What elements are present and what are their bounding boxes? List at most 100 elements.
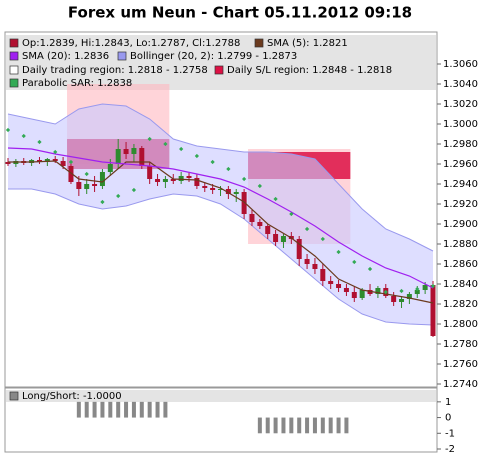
y-tick-label: 0 bbox=[445, 413, 451, 424]
bar bbox=[344, 417, 349, 434]
candle-body bbox=[375, 288, 381, 294]
bar bbox=[163, 401, 168, 418]
sar-dot bbox=[226, 166, 231, 172]
candle-body bbox=[186, 176, 192, 178]
bar bbox=[328, 417, 333, 434]
candle-body bbox=[92, 184, 98, 186]
candle-body bbox=[162, 179, 168, 182]
sar-dot bbox=[273, 196, 278, 202]
y-tick-label: 1.2980 bbox=[443, 139, 478, 150]
sar-dot bbox=[37, 139, 42, 145]
bollinger-fill bbox=[8, 104, 433, 325]
sar-dot bbox=[415, 286, 420, 292]
legend-label: Long/Short: -1.0000 bbox=[22, 391, 122, 402]
indicator-line bbox=[7, 147, 434, 289]
legend-background bbox=[6, 35, 436, 90]
sar-dot bbox=[100, 199, 105, 205]
y-tick-label: 1.3040 bbox=[443, 79, 478, 90]
candle-body bbox=[430, 285, 436, 336]
candle-body bbox=[414, 290, 420, 294]
candle-body bbox=[155, 179, 161, 182]
candle-body bbox=[422, 285, 428, 290]
candle-body bbox=[52, 159, 58, 161]
bar bbox=[297, 417, 302, 434]
sar-dot bbox=[367, 266, 373, 272]
chart-title: Forex um Neun - Chart 05.11.2012 09:18 bbox=[68, 4, 412, 22]
candle-body bbox=[359, 290, 365, 298]
y-tick-label: -2 bbox=[445, 444, 455, 455]
y-tick-label: 1.2960 bbox=[443, 159, 478, 170]
bar bbox=[312, 417, 317, 434]
candle-body bbox=[249, 214, 255, 222]
y-tick-label: 1.2740 bbox=[443, 379, 478, 390]
candle-body bbox=[84, 184, 90, 189]
bar bbox=[336, 417, 341, 434]
legend-label: Daily trading region: 1.2818 - 1.2758 bbox=[22, 65, 208, 76]
candle-body bbox=[194, 178, 200, 186]
candle-body bbox=[76, 182, 82, 189]
candle-body bbox=[406, 294, 412, 299]
sar-dot bbox=[320, 236, 325, 242]
legend-swatch bbox=[254, 38, 264, 48]
candle-body bbox=[123, 149, 129, 154]
legend-background bbox=[6, 390, 436, 402]
candle-body bbox=[131, 148, 137, 154]
sar-dot bbox=[84, 171, 89, 177]
bar bbox=[108, 401, 113, 418]
bar bbox=[116, 401, 121, 418]
sar-dot bbox=[304, 226, 310, 232]
bar bbox=[131, 401, 136, 418]
sar-dot bbox=[336, 249, 341, 255]
sar-dot bbox=[179, 146, 184, 152]
bollinger-upper bbox=[7, 103, 434, 252]
candle-body bbox=[241, 192, 247, 214]
candle-body bbox=[68, 166, 74, 182]
legend-label: Parabolic SAR: 1.2838 bbox=[22, 78, 132, 89]
candle-body bbox=[273, 234, 279, 242]
candle-body bbox=[328, 281, 334, 284]
bar bbox=[155, 401, 160, 418]
y-tick-label: 1.2900 bbox=[443, 219, 478, 230]
sar-dot bbox=[53, 149, 58, 155]
bar bbox=[257, 417, 262, 434]
y-tick-label: 1.2840 bbox=[443, 279, 478, 290]
candle-body bbox=[99, 172, 105, 186]
indicator-line bbox=[8, 160, 434, 304]
y-tick-label: 1.3060 bbox=[443, 59, 478, 70]
y-tick-label: 1.3020 bbox=[443, 99, 478, 110]
legend-swatch bbox=[9, 78, 19, 88]
bar bbox=[147, 401, 152, 418]
candle-body bbox=[280, 236, 286, 242]
candle-body bbox=[36, 160, 42, 162]
bar bbox=[100, 401, 105, 418]
candle-body bbox=[139, 148, 145, 166]
bar bbox=[273, 417, 278, 434]
y-tick-label: 1.2880 bbox=[443, 239, 478, 250]
y-tick-label: 1 bbox=[445, 397, 451, 408]
candle-body bbox=[367, 290, 373, 294]
candle-body bbox=[5, 162, 11, 164]
y-tick-label: 1.2800 bbox=[443, 319, 478, 330]
sar-dot bbox=[241, 176, 247, 182]
y-tick-label: 1.2780 bbox=[443, 339, 478, 350]
candle-body bbox=[312, 264, 318, 269]
bar bbox=[124, 401, 129, 418]
candle-body bbox=[265, 226, 271, 234]
sar-dot bbox=[131, 187, 137, 193]
legend-label: Op:1.2839, Hi:1.2843, Lo:1.2787, Cl:1.27… bbox=[22, 38, 240, 49]
legend-swatch bbox=[9, 65, 19, 75]
bar bbox=[281, 417, 286, 434]
candle-body bbox=[170, 179, 176, 181]
candle-body bbox=[107, 164, 113, 172]
candle-body bbox=[147, 166, 153, 179]
sar-dot bbox=[194, 153, 200, 159]
candle-body bbox=[233, 192, 239, 194]
sar-dot bbox=[430, 283, 436, 289]
legend-label: SMA (5): 1.2821 bbox=[267, 38, 348, 49]
candle-body bbox=[399, 299, 405, 302]
y-tick-label: -1 bbox=[445, 428, 455, 439]
legend-label: Daily S/L region: 1.2848 - 1.2818 bbox=[227, 65, 392, 76]
y-tick-label: 1.2760 bbox=[443, 359, 478, 370]
bar bbox=[289, 417, 294, 434]
